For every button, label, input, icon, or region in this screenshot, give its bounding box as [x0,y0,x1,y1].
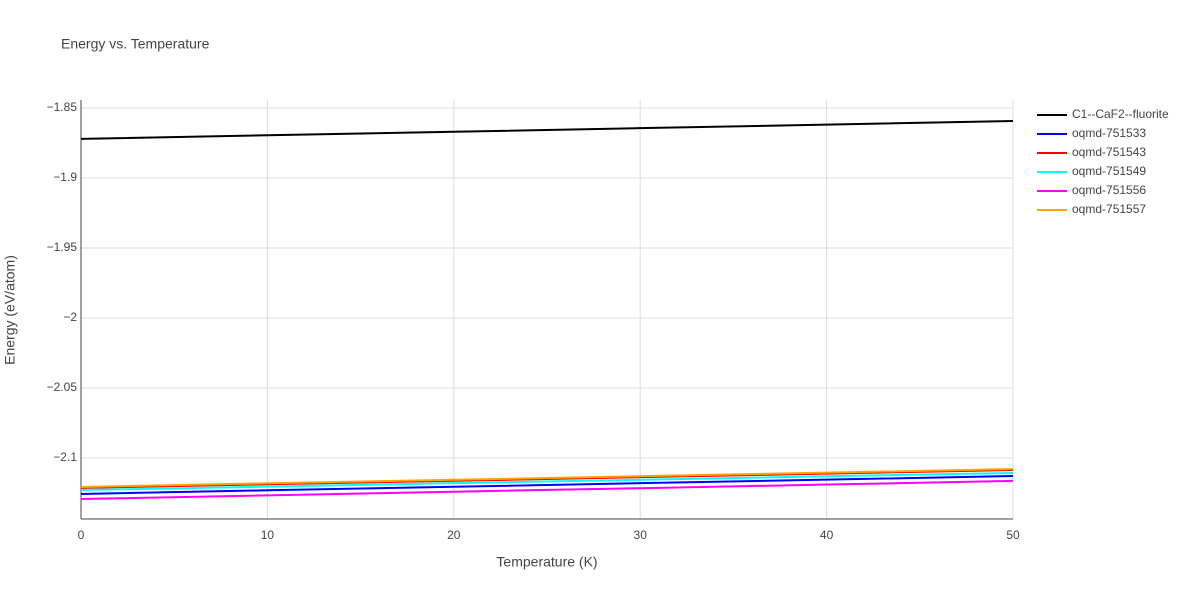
series-line [80,471,1014,492]
series-line [80,468,1014,488]
y-axis-title: Energy (eV/atom) [2,255,18,365]
series-line [80,479,1014,500]
series-line [80,119,1014,140]
chart-title: Energy vs. Temperature [61,36,210,52]
legend-label: oqmd-751549 [1072,164,1146,178]
x-tick-label: 0 [78,528,85,542]
x-tick-label: 10 [261,528,275,542]
y-tick-label: −1.9 [53,170,77,184]
y-tick-label: −1.85 [47,100,78,114]
x-tick-label: 50 [1006,528,1020,542]
legend-label: oqmd-751533 [1072,126,1146,140]
legend-label: C1--CaF2--fluorite [1072,107,1169,121]
y-tick-label: −1.95 [47,240,78,254]
y-tick-label: −2 [63,310,77,324]
x-tick-label: 30 [634,528,648,542]
series-line [80,475,1014,495]
y-tick-label: −2.05 [47,380,78,394]
x-tick-label: 40 [820,528,834,542]
y-tick-label: −2.1 [53,450,77,464]
x-tick-label: 20 [447,528,461,542]
legend-label: oqmd-751557 [1072,202,1146,216]
legend-label: oqmd-751556 [1072,183,1146,197]
legend-label: oqmd-751543 [1072,145,1146,159]
x-axis-title: Temperature (K) [496,554,597,570]
